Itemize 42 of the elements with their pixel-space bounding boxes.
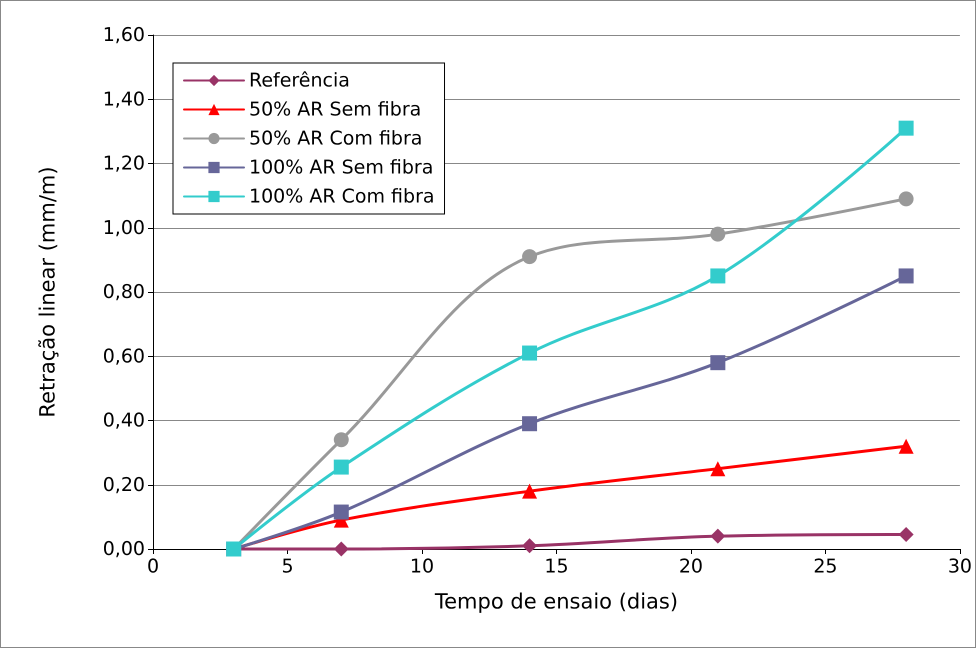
point	[898, 438, 914, 454]
x-tick-label: 15	[544, 556, 569, 578]
y-tick-label: 1,20	[102, 152, 145, 174]
x-tick-label: 30	[948, 556, 972, 578]
y-tick-label: 0,00	[102, 538, 145, 560]
x-tick-label: 20	[678, 556, 704, 578]
y-tick-label: 1,00	[102, 216, 145, 239]
x-tick-label: 0	[146, 556, 160, 578]
y-tick-label: 0,80	[102, 281, 145, 303]
x-tick-label: 25	[813, 556, 838, 578]
point	[334, 432, 349, 448]
legend-label: 50% AR Sem fibra	[249, 98, 422, 120]
x-tick-label: 10	[410, 556, 434, 578]
legend-label: 100% AR Sem fibra	[249, 156, 434, 178]
point	[334, 460, 349, 475]
legend-label: 100% AR Com fibra	[249, 186, 435, 208]
point	[334, 542, 349, 556]
point	[522, 249, 538, 264]
point	[522, 538, 538, 554]
y-tick-label: 0,60	[102, 345, 145, 368]
point	[710, 461, 726, 476]
x-axis-title: Tempo de ensaio (dias)	[434, 590, 678, 614]
point	[898, 120, 914, 136]
y-tick-label: 1,60	[102, 24, 145, 46]
point	[898, 191, 914, 206]
y-tick-label: 1,40	[102, 88, 145, 110]
y-axis-title: Retração linear (mm/m)	[36, 166, 60, 418]
point	[522, 416, 538, 432]
point	[898, 268, 914, 284]
point	[710, 226, 726, 242]
point	[334, 504, 349, 520]
point	[710, 268, 726, 284]
point	[898, 527, 914, 542]
y-tick-label: 0,40	[102, 410, 145, 432]
point	[522, 484, 538, 499]
x-tick-label: 5	[281, 556, 294, 578]
point	[710, 528, 726, 544]
point	[710, 355, 726, 370]
legend-label: 50% AR Com fibra	[249, 128, 422, 150]
point	[522, 346, 538, 361]
y-tick-label: 0,20	[102, 474, 145, 496]
legend-label: Referência	[249, 70, 350, 92]
